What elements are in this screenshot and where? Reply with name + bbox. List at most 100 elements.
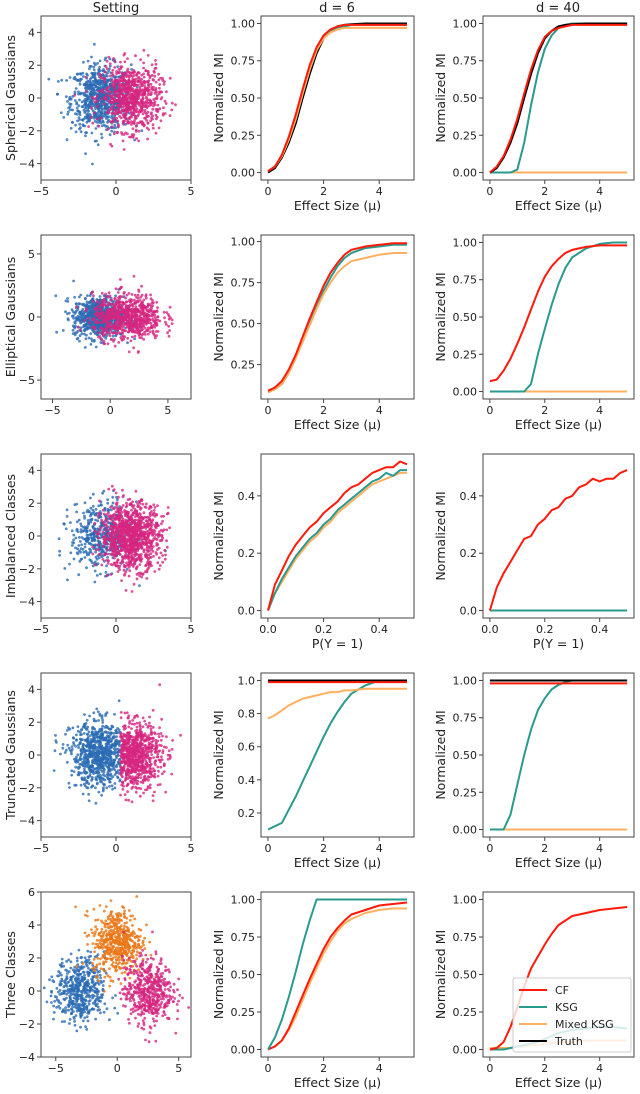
scatter-point [157, 524, 160, 527]
series-line-ksg [267, 23, 407, 172]
scatter-point [117, 513, 120, 517]
scatter-point [140, 538, 144, 542]
scatter-point [138, 85, 142, 89]
y-tick-label: 0.50 [453, 92, 478, 105]
scatter-point [149, 322, 153, 325]
scatter-point [105, 574, 109, 578]
scatter-point [93, 100, 97, 104]
y-tick-label: 4 [28, 26, 35, 39]
scatter-point [71, 332, 75, 335]
scatter-point [106, 80, 109, 84]
scatter-point [79, 522, 83, 526]
scatter-point [119, 286, 123, 290]
scatter-point [115, 560, 119, 563]
scatter-point [107, 115, 111, 119]
scatter-point [153, 532, 156, 535]
scatter-point [149, 524, 153, 528]
scatter-point [121, 495, 125, 499]
scatter-point [84, 337, 88, 341]
scatter-point [120, 304, 124, 308]
scatter-point [115, 104, 119, 107]
scatter-point [164, 320, 167, 324]
scatter-point [89, 91, 93, 95]
scatter-point [127, 565, 131, 569]
scatter-point [97, 68, 101, 72]
y-tick-label: 0.2 [238, 547, 256, 560]
scatter-point [118, 85, 122, 89]
scatter-point [91, 492, 95, 496]
scatter-point [138, 512, 142, 516]
scatter-point [131, 528, 135, 532]
scatter-point [79, 72, 83, 76]
scatter-point [148, 531, 152, 535]
scatter-point [112, 538, 116, 541]
scatter-point [141, 530, 145, 533]
scatter-point [117, 124, 120, 128]
scatter-point [107, 108, 110, 112]
scatter-point [74, 309, 78, 313]
scatter-point [106, 501, 110, 505]
x-axis-label: Effect Size (μ) [294, 417, 381, 432]
scatter-point [154, 89, 158, 93]
scatter-point [136, 114, 140, 118]
scatter-point [66, 743, 70, 747]
scatter-point [146, 137, 150, 141]
scatter-point [120, 323, 123, 327]
scatter-point [142, 311, 146, 314]
scatter-point [91, 290, 95, 294]
scatter-point [126, 80, 129, 84]
scatter-point [174, 103, 177, 107]
scatter-point [133, 322, 136, 325]
scatter-point [84, 103, 88, 107]
scatter-point [106, 307, 110, 311]
scatter-point [91, 545, 94, 549]
scatter-point [81, 548, 85, 551]
scatter-point [77, 295, 81, 299]
scatter-point [94, 320, 98, 324]
scatter-point [130, 536, 134, 539]
scatter-point [101, 83, 105, 87]
scatter-point [96, 104, 99, 108]
scatter-point [93, 42, 96, 46]
plot-area [489, 22, 628, 174]
scatter-point [132, 81, 136, 84]
scatter-point [117, 75, 120, 79]
scatter-point [126, 121, 130, 125]
scatter-point [76, 119, 79, 123]
scatter-point [63, 751, 67, 754]
scatter-point [84, 134, 87, 138]
scatter-point [130, 68, 134, 71]
scatter-point [90, 517, 94, 521]
scatter-point [147, 553, 151, 557]
scatter-point [114, 548, 118, 551]
scatter-point [97, 548, 100, 551]
scatter-point [124, 87, 128, 91]
column-title-d6: d = 6 [319, 1, 355, 16]
scatter-point [66, 300, 70, 303]
x-axis-label: Effect Size (μ) [294, 198, 381, 213]
x-tick-label: 5 [164, 404, 171, 417]
scatter-point [74, 536, 78, 540]
scatter-point [92, 83, 96, 87]
scatter-point [114, 75, 117, 79]
scatter-point [138, 584, 141, 587]
scatter-point [117, 296, 120, 299]
scatter-point [127, 516, 131, 519]
scatter-point [95, 112, 98, 116]
scatter-point [61, 743, 65, 746]
scatter-point [113, 331, 117, 335]
scatter-point [84, 327, 88, 331]
scatter-point [136, 79, 140, 83]
scatter-point [122, 309, 125, 313]
scatter-point [89, 496, 92, 500]
scatter-point [136, 527, 140, 530]
scatter-point [107, 85, 111, 89]
scatter-point [105, 93, 109, 96]
scatter-point [121, 488, 124, 492]
scatter-point [143, 85, 147, 88]
x-tick-label: 0 [264, 404, 271, 417]
scatter-point [127, 75, 131, 79]
scatter-point [55, 741, 58, 744]
scatter-point [86, 294, 89, 297]
scatter-point [78, 110, 81, 114]
